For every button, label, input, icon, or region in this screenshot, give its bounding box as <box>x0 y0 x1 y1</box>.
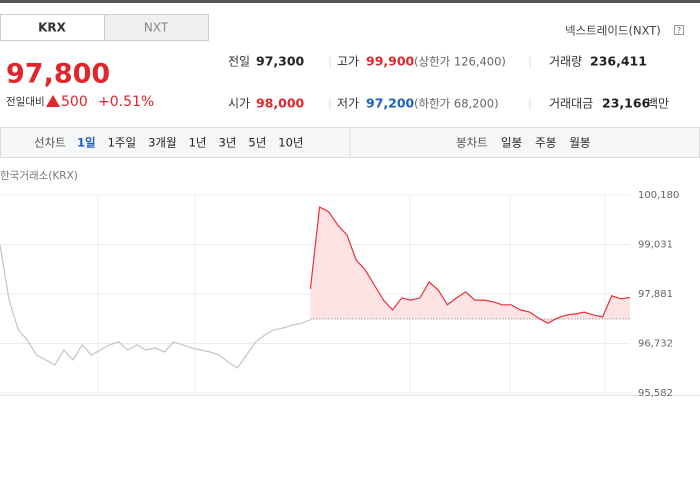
price-line <box>0 244 311 369</box>
toolbar-label: 선차트 <box>34 136 66 150</box>
period-button[interactable]: 주봉 <box>535 136 556 150</box>
stat-sub: (하한가 68,200) <box>414 97 499 111</box>
y-tick-label: 99,031 <box>638 239 673 250</box>
stat-value: 98,000 <box>256 96 305 111</box>
y-tick-label: 97,881 <box>638 289 673 300</box>
help-box[interactable] <box>674 25 684 35</box>
change-amount: 500 <box>61 94 88 110</box>
stat-value: 97,300 <box>256 54 305 69</box>
y-tick-label: 95,582 <box>638 388 673 399</box>
period-button[interactable]: 10년 <box>278 136 303 150</box>
stat-label: 고가 <box>337 55 359 69</box>
v-grid <box>97 195 606 395</box>
tab-label[interactable]: KRX <box>38 21 67 35</box>
stat-label: 저가 <box>337 97 359 111</box>
stat-label: 거래대금 <box>549 97 593 111</box>
tab-krx[interactable] <box>0 14 105 41</box>
help-icon[interactable]: ? <box>677 26 681 35</box>
up-arrow <box>46 95 60 107</box>
period-button[interactable]: 일봉 <box>501 136 522 150</box>
tab-nxt[interactable] <box>104 14 209 41</box>
stat-value: 23,166 <box>602 96 651 111</box>
stat-label: 전일 <box>228 55 250 69</box>
period-button[interactable]: 1일 <box>77 136 96 150</box>
change-label: 전일대비 <box>6 95 45 108</box>
stat-label: 거래량 <box>549 55 582 69</box>
y-tick-label: 100,180 <box>638 190 679 201</box>
change-percent: +0.51% <box>98 94 154 110</box>
toolbar-label: 봉차트 <box>456 136 488 150</box>
stat-value: 236,411 <box>590 54 647 69</box>
chart-title: 한국거래소(KRX) <box>0 170 78 182</box>
period-button[interactable]: 5년 <box>248 136 266 150</box>
period-button[interactable]: 1주일 <box>108 136 136 150</box>
nxt-link[interactable]: 넥스트레이드(NXT) <box>565 24 661 38</box>
price: 97,800 <box>6 59 110 90</box>
stat-label: 시가 <box>228 97 250 111</box>
stat-unit: 백만 <box>647 97 669 111</box>
price-line <box>309 206 631 324</box>
y-tick-label: 96,732 <box>638 338 673 349</box>
stat-value: 99,900 <box>366 54 415 69</box>
tab-label[interactable]: NXT <box>144 21 169 35</box>
period-button[interactable]: 3년 <box>218 136 236 150</box>
area-fill <box>310 207 630 324</box>
top-border <box>0 0 700 3</box>
stat-value: 97,200 <box>366 96 415 111</box>
period-button[interactable]: 1년 <box>189 136 207 150</box>
period-button[interactable]: 3개월 <box>148 136 176 150</box>
period-button[interactable]: 월봉 <box>569 136 590 150</box>
stat-sub: (상한가 126,400) <box>414 55 506 69</box>
